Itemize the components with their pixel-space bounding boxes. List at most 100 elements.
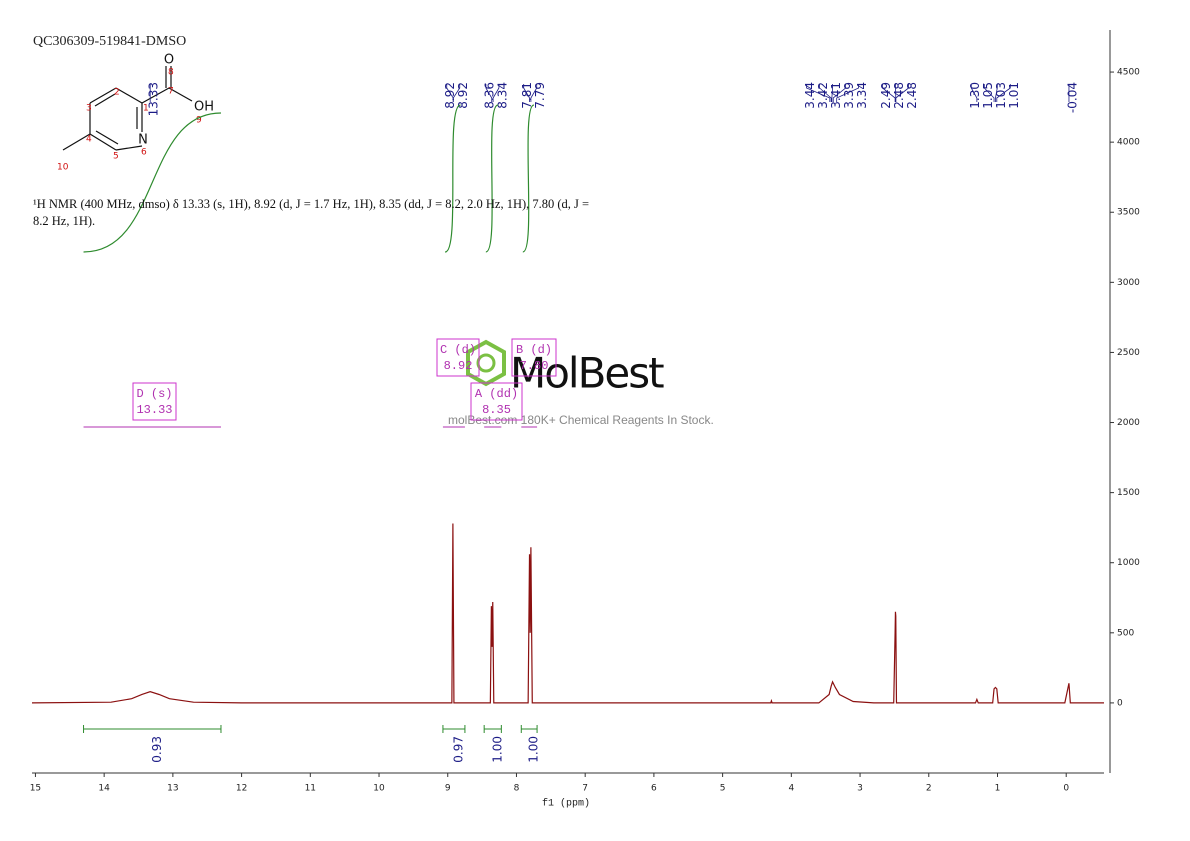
peak-label: 3.39	[842, 82, 856, 109]
ring	[476, 353, 496, 373]
peak-leader	[523, 84, 530, 102]
peak-label: 3.44	[803, 82, 817, 109]
y-tick-label: 1000	[1117, 558, 1140, 568]
integral-value: 0.93	[150, 736, 164, 763]
x-tick-label: 11	[305, 784, 316, 794]
atom-number: 3	[86, 104, 92, 114]
peak-label: 7.79	[533, 82, 547, 109]
peak-label: -0.04	[1065, 82, 1079, 113]
peak-leader	[832, 84, 846, 102]
watermark-logo: MolBest	[510, 349, 664, 398]
integral-curve	[522, 104, 535, 253]
bond	[95, 130, 119, 145]
atom: OH	[194, 100, 214, 115]
x-tick-label: 0	[1063, 784, 1069, 794]
peak-leader	[819, 84, 832, 102]
x-tick-label: 12	[236, 784, 247, 794]
integral-curve	[83, 112, 221, 253]
bond	[115, 145, 143, 151]
x-tick-label: 3	[857, 784, 863, 794]
x-tick-label: 4	[788, 784, 794, 794]
peak-leader	[970, 84, 978, 102]
x-tick-label: 14	[98, 784, 110, 794]
peak-leader	[831, 84, 833, 102]
bond	[168, 87, 193, 102]
peak-leader	[836, 84, 859, 102]
x-tick-label: 13	[167, 784, 178, 794]
atom: O	[164, 53, 174, 68]
x-tick-label: 5	[720, 784, 726, 794]
peak-label: 13.33	[147, 82, 161, 116]
integral-value: 1.00	[527, 736, 541, 763]
peak-leader	[996, 84, 1011, 102]
peak-leader	[882, 84, 896, 102]
atom-number: 1	[143, 104, 149, 114]
x-tick-label: 9	[445, 784, 451, 794]
x-tick-label: 10	[373, 784, 385, 794]
watermark-tagline: molBest.com 180K+ Chemical Reagents In S…	[448, 413, 714, 427]
x-tick-label: 7	[582, 784, 588, 794]
y-tick-label: 4000	[1117, 138, 1140, 148]
y-tick-label: 3500	[1117, 208, 1140, 218]
peak-label: 3.42	[816, 82, 830, 109]
atom: N	[138, 133, 148, 148]
watermark-icon	[466, 339, 506, 387]
peak-label: 3.34	[855, 82, 869, 109]
peak-leader	[492, 84, 500, 102]
multiplet-shift: 13.33	[136, 403, 172, 417]
x-tick-label: 15	[30, 784, 41, 794]
bond	[94, 93, 116, 107]
integral-value: 1.00	[490, 736, 504, 763]
atom-number: 2	[114, 88, 120, 98]
chart-title: QC306309-519841-DMSO	[33, 34, 186, 49]
multiplet-shift: 8.35	[482, 403, 511, 417]
bond	[89, 87, 117, 104]
multiplet-box	[132, 382, 177, 421]
integral-value: 0.97	[451, 736, 465, 763]
bond	[115, 87, 143, 104]
atom-number: 6	[141, 148, 147, 158]
peak-label: 1.05	[981, 82, 995, 109]
bond	[89, 133, 117, 151]
peak-label: 1.30	[968, 82, 982, 109]
multiplet-box	[511, 338, 557, 377]
x-tick-label: 8	[514, 784, 520, 794]
hexagon	[466, 339, 506, 387]
atom-number: 9	[196, 116, 202, 126]
atom-number: 8	[168, 68, 174, 78]
multiplet-name: D (s)	[136, 387, 172, 401]
multiplet-name: B (d)	[516, 343, 552, 357]
peak-label: 2.48	[905, 82, 919, 109]
multiplet-shift: 8.92	[444, 359, 473, 373]
peak-leader	[452, 84, 461, 102]
peak-leader	[485, 84, 493, 102]
bond	[141, 87, 170, 104]
multiplet-shift: 7.80	[520, 359, 549, 373]
y-tick-label: 500	[1117, 628, 1134, 638]
multiplet-box	[470, 382, 523, 421]
x-axis-label: f1 (ppm)	[542, 798, 590, 810]
peak-label: 1.01	[1007, 82, 1021, 109]
peak-leader	[983, 84, 995, 102]
peak-leader	[806, 84, 831, 102]
atom-number: 4	[86, 135, 92, 145]
peak-label: 2.49	[879, 82, 893, 109]
multiplet-name: C (d)	[440, 343, 476, 357]
atom-number: 5	[113, 152, 119, 162]
y-tick-label: 4500	[1117, 68, 1140, 78]
y-tick-label: 2000	[1117, 418, 1140, 428]
y-tick-label: 3000	[1117, 278, 1140, 288]
spectrum	[31, 523, 1104, 704]
integral-curve	[485, 104, 499, 253]
multiplet-box	[436, 338, 480, 377]
y-tick-label: 0	[1117, 698, 1123, 708]
structure	[62, 66, 193, 151]
peak-leader	[995, 84, 998, 102]
peak-label: 8.92	[456, 82, 470, 109]
x-tick-label: 1	[995, 784, 1001, 794]
peak-leader	[895, 84, 909, 102]
bond	[62, 133, 91, 151]
x-tick-label: 2	[926, 784, 932, 794]
